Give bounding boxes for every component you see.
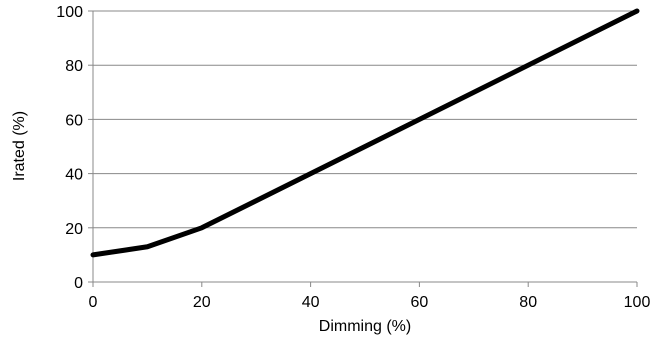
x-tick-label-4: 80	[519, 294, 537, 311]
y-tick-label-1: 20	[65, 221, 83, 238]
x-tick-label-5: 100	[624, 294, 651, 311]
y-tick-labels: 0 20 40 60 80 100	[56, 4, 83, 292]
x-tick-label-1: 20	[193, 294, 211, 311]
x-axis-label: Dimming (%)	[319, 318, 411, 335]
y-axis-label: Irated (%)	[11, 111, 28, 181]
y-tick-label-5: 100	[56, 4, 83, 21]
y-tick-label-4: 80	[65, 58, 83, 75]
grid-lines	[93, 11, 637, 228]
x-tick-label-0: 0	[89, 294, 98, 311]
series-line-0	[93, 11, 637, 255]
y-tick-label-2: 40	[65, 167, 83, 184]
x-tick-label-2: 40	[302, 294, 320, 311]
x-tick-label-3: 60	[411, 294, 429, 311]
y-tick-label-3: 60	[65, 112, 83, 129]
x-tick-labels: 0 20 40 60 80 100	[89, 294, 651, 311]
series	[93, 11, 637, 255]
y-tick-label-0: 0	[74, 275, 83, 292]
